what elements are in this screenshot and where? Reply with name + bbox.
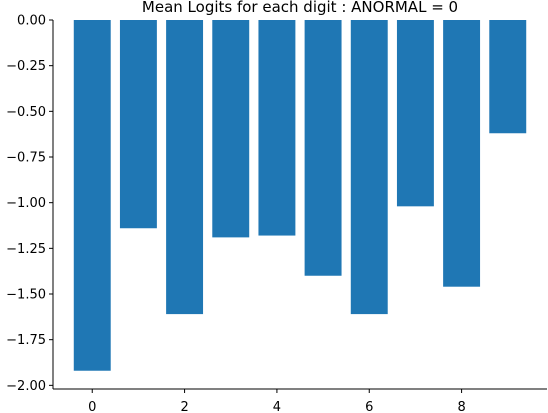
bar-digit-0 [73, 20, 111, 371]
y-tick-label: −1.50 [6, 288, 46, 303]
y-tick-label: −2.00 [6, 379, 46, 394]
y-tick-label: −0.50 [6, 105, 46, 120]
bar-digit-2 [166, 20, 204, 315]
y-tick-label: −1.25 [6, 242, 46, 257]
y-tick-label: −0.75 [6, 151, 46, 166]
x-axis: 0 2 4 6 8 [53, 388, 547, 413]
bar-digit-7 [396, 20, 434, 207]
x-tick-label: 2 [180, 400, 188, 413]
bar-digit-1 [119, 20, 157, 229]
bar-digit-3 [212, 20, 250, 238]
y-tick-label: −1.75 [6, 333, 46, 348]
bar-digit-6 [350, 20, 388, 315]
x-tick-label: 4 [273, 400, 281, 413]
bars-group [73, 20, 527, 371]
x-tick-label: 0 [88, 400, 96, 413]
chart-title: Mean Logits for each digit : ANORMAL = 0 [142, 0, 458, 16]
y-axis: 0.00 −0.25 −0.50 −0.75 −1.00 −1.25 −1.50 −1.75 −… [6, 14, 54, 394]
x-tick-label: 6 [365, 400, 373, 413]
y-tick-label: −0.25 [6, 59, 46, 74]
bar-digit-5 [304, 20, 342, 276]
y-tick-label: 0.00 [17, 14, 46, 29]
bar-digit-4 [258, 20, 296, 236]
bar-digit-9 [489, 20, 527, 134]
y-tick-label: −1.00 [6, 196, 46, 211]
bar-digit-8 [443, 20, 481, 287]
x-tick-label: 8 [457, 400, 465, 413]
